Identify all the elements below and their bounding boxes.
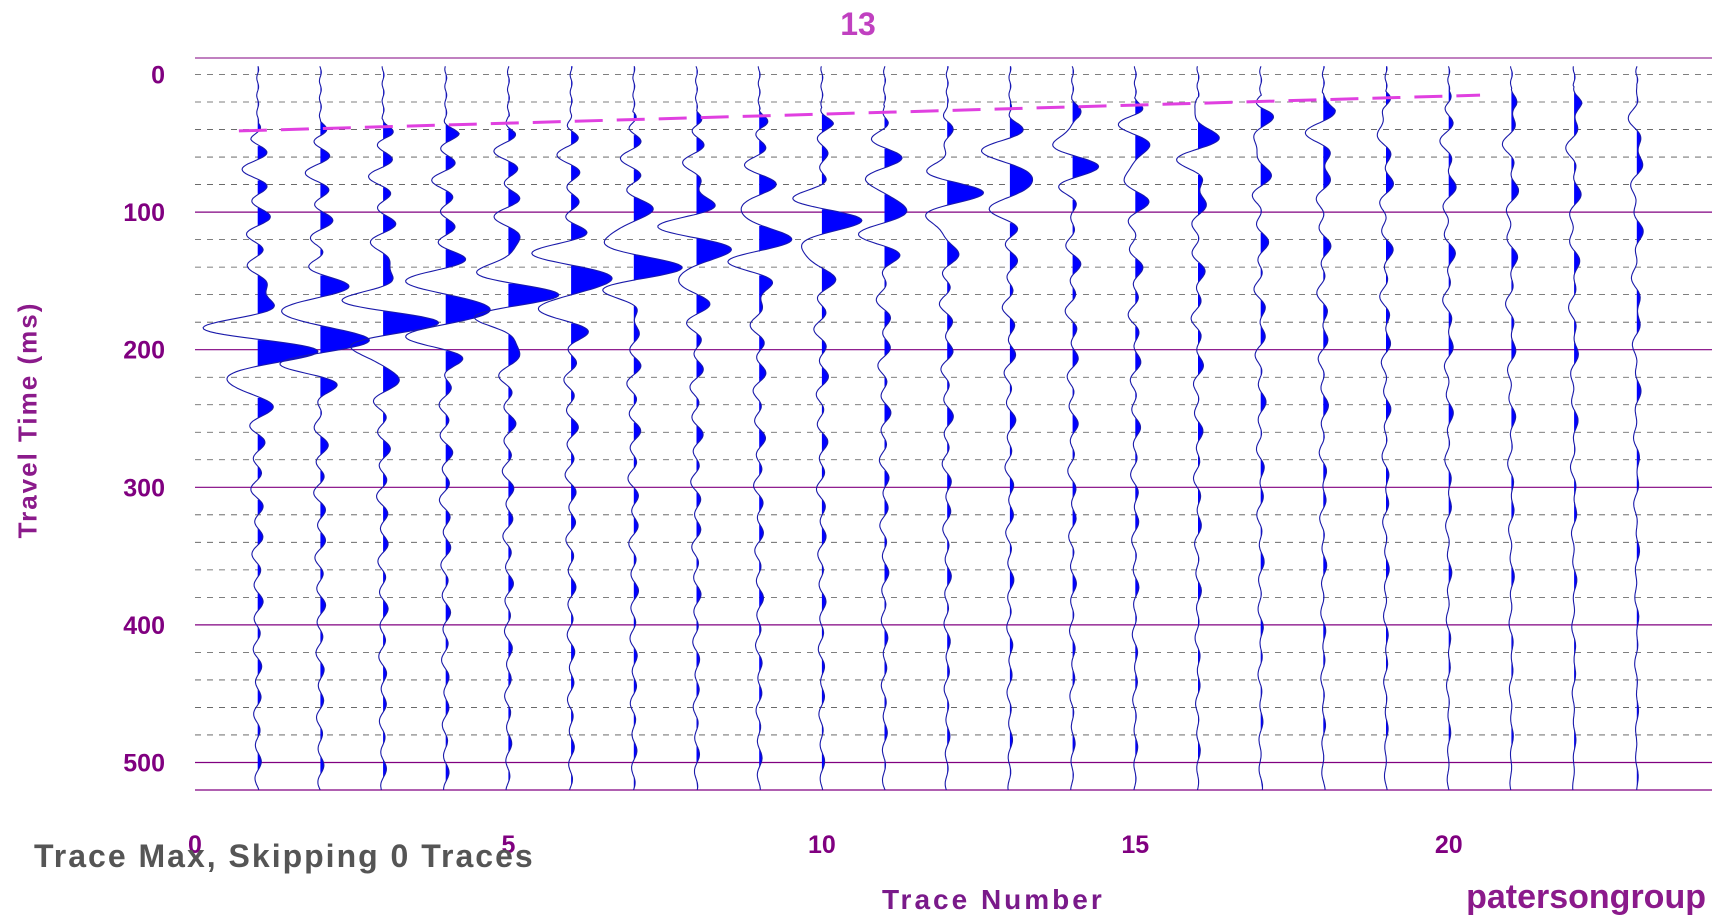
company-logo-text: patersongroup (1466, 878, 1706, 916)
trace-4 (405, 66, 491, 790)
trace-17 (1251, 66, 1275, 791)
trace-18 (1304, 66, 1336, 791)
trace-fill (1323, 66, 1336, 791)
trace-fill (884, 66, 907, 791)
x-tick-label: 15 (1121, 831, 1149, 859)
y-tick-label: 500 (123, 749, 165, 777)
trace-fill (320, 69, 370, 775)
trace-fill (696, 69, 732, 790)
trace-14 (1052, 66, 1100, 791)
trace-fill (1009, 66, 1033, 778)
trace-8 (657, 66, 732, 791)
trace-fill (445, 74, 491, 784)
trace-fill (257, 66, 318, 791)
trace-11 (857, 66, 908, 791)
first-break-pick (238, 93, 1481, 133)
major-gridlines (195, 57, 1712, 791)
trace-wiggle (1304, 66, 1336, 791)
trace-fill (1574, 73, 1582, 775)
trace-wiggle (727, 66, 793, 790)
trace-15 (1117, 66, 1151, 791)
trace-7 (602, 66, 683, 791)
trace-fill (759, 71, 792, 791)
trace-16 (1176, 66, 1220, 791)
y-tick-label: 400 (123, 612, 165, 640)
trace-fill (1386, 66, 1394, 791)
trace-12 (925, 66, 985, 791)
trace-fill (571, 66, 613, 786)
trace-fill (1448, 67, 1457, 791)
y-tick-label: 100 (123, 199, 165, 227)
trace-10 (792, 66, 863, 791)
trace-wiggle (857, 66, 908, 791)
trace-wiggle (531, 66, 613, 791)
x-axis-label: Trace Number (882, 884, 1105, 915)
trace-wiggle (1627, 66, 1644, 791)
y-tick-label: 200 (123, 337, 165, 365)
trace-fill (1135, 70, 1150, 785)
trace-13 (981, 66, 1034, 791)
trace-wiggle (792, 66, 863, 791)
trace-fill (633, 66, 683, 791)
x-tick-label: 0 (188, 831, 202, 859)
trace-wiggle (657, 66, 732, 791)
x-tick-label: 5 (501, 831, 515, 859)
trace-wiggle (1439, 66, 1457, 791)
trace-wiggle (341, 66, 439, 791)
y-tick-label: 0 (151, 62, 165, 90)
trace-23 (1627, 66, 1644, 791)
trace-wiggle (981, 66, 1034, 791)
trace-wiggle (602, 66, 683, 791)
x-tick-label: 20 (1435, 831, 1463, 859)
trace-1 (202, 66, 319, 791)
trace-fill (1072, 67, 1099, 782)
trace-fill (383, 71, 439, 780)
trace-wiggle (925, 66, 985, 791)
trace-fill (821, 74, 862, 790)
trace-wiggle (202, 66, 319, 791)
wiggle-traces (202, 66, 1644, 791)
trace-wiggle (1052, 66, 1100, 791)
trace-wiggle (1251, 66, 1275, 791)
chart-title: 13 (840, 6, 876, 42)
trace-22 (1565, 66, 1583, 791)
trace-5 (473, 66, 560, 791)
trace-wiggle (473, 66, 560, 791)
trace-wiggle (1376, 66, 1394, 791)
normalization-note: Trace Max, Skipping 0 Traces (34, 838, 535, 874)
trace-fill (1511, 70, 1519, 773)
y-tick-label: 300 (123, 474, 165, 502)
trace-wiggle (1565, 66, 1583, 791)
trace-wiggle (1117, 66, 1151, 791)
trace-wiggle (1176, 66, 1220, 791)
y-tick-labels: 0 100 200 300 400 500 (123, 62, 165, 778)
trace-2 (279, 66, 371, 791)
trace-wiggle (405, 66, 491, 790)
trace-20 (1439, 66, 1457, 791)
trace-21 (1501, 66, 1520, 791)
x-tick-labels: 0 5 10 15 20 (188, 831, 1463, 859)
trace-6 (531, 66, 613, 791)
x-tick-label: 10 (808, 831, 836, 859)
trace-9 (727, 66, 793, 791)
trace-wiggle (279, 66, 371, 791)
pick-line (238, 93, 1481, 133)
trace-fill (1260, 66, 1274, 791)
trace-19 (1376, 66, 1394, 791)
trace-3 (341, 66, 439, 791)
trace-wiggle (1501, 66, 1520, 791)
trace-fill (1198, 73, 1220, 789)
y-axis-label: Travel Time (ms) (12, 301, 43, 539)
